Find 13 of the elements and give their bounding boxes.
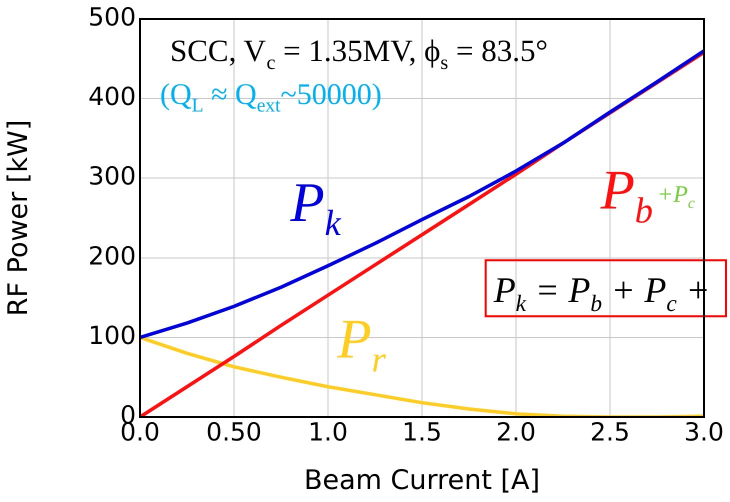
- y-tick-label: 200: [88, 241, 136, 270]
- x-tick-label: 1.5: [402, 418, 442, 446]
- y-axis-title: RF Power [kW]: [3, 120, 34, 316]
- x-tick-label: 2.5: [590, 418, 630, 446]
- y-tick-label: 500: [88, 2, 136, 32]
- x-tick-label: 3.0: [684, 418, 724, 446]
- x-tick-label: 0.50: [206, 418, 262, 446]
- y-tick-label: 100: [88, 320, 136, 350]
- y-tick-label: 300: [88, 162, 136, 191]
- x-tick-label: 2.0: [496, 418, 536, 446]
- y-tick-label: 400: [88, 82, 136, 112]
- x-tick-label: 1.0: [308, 418, 348, 446]
- x-axis-title: Beam Current [A]: [304, 464, 540, 496]
